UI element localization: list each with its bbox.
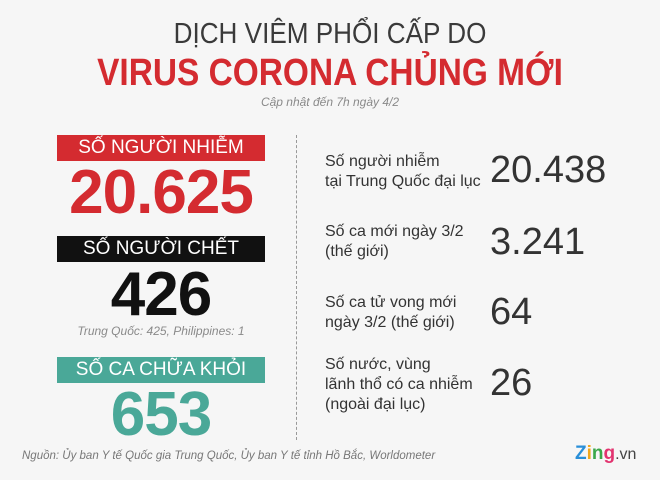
title-line-1: DỊCH VIÊM PHỔI CẤP DO [173,18,487,50]
stat-value: 64 [490,291,533,333]
label-line: ngày 3/2 (thế giới) [325,314,455,331]
recovered-banner: SỐ CA CHỮA KHỎI [57,357,265,383]
title-line-2: VIRUS CORONA CHỦNG MỚI [97,52,563,94]
recovered-value: 653 [110,380,212,449]
stat-label: Số người nhiễm tại Trung Quốc đại lục [325,152,481,192]
stat-value: 20.438 [490,149,607,191]
stat-value: 26 [490,362,533,404]
label-line: Số nước, vùng [325,356,431,373]
label-line: Số người nhiễm [325,153,440,170]
label-line: (thế giới) [325,243,389,260]
label-line: tại Trung Quốc đại lục [325,173,481,190]
stat-label: Số ca tử vong mới ngày 3/2 (thế giới) [325,293,456,333]
divider [296,135,297,440]
stat-label: Số nước, vùng lãnh thổ có ca nhiễm (ngoài … [325,355,473,415]
source-note: Nguồn: Ủy ban Y tế Quốc gia Trung Quốc, … [22,450,436,462]
label-line: Số ca mới ngày 3/2 [325,223,464,240]
deaths-value: 426 [110,260,212,329]
label-line: lãnh thổ có ca nhiễm [325,376,473,393]
infected-banner: SỐ NGƯỜI NHIỄM [57,135,265,161]
updated-note: Cập nhật đến 7h ngày 4/2 [260,95,400,109]
label-line: (ngoài đại lục) [325,396,426,413]
zing-logo: Zing.vn [575,443,637,464]
stat-value: 3.241 [490,221,586,263]
stat-label: Số ca mới ngày 3/2 (thế giới) [325,222,464,262]
infected-value: 20.625 [69,158,254,227]
deaths-note: Trung Quốc: 425, Philippines: 1 [77,324,245,338]
deaths-banner: SỐ NGƯỜI CHẾT [57,236,265,262]
label-line: Số ca tử vong mới [325,294,457,311]
